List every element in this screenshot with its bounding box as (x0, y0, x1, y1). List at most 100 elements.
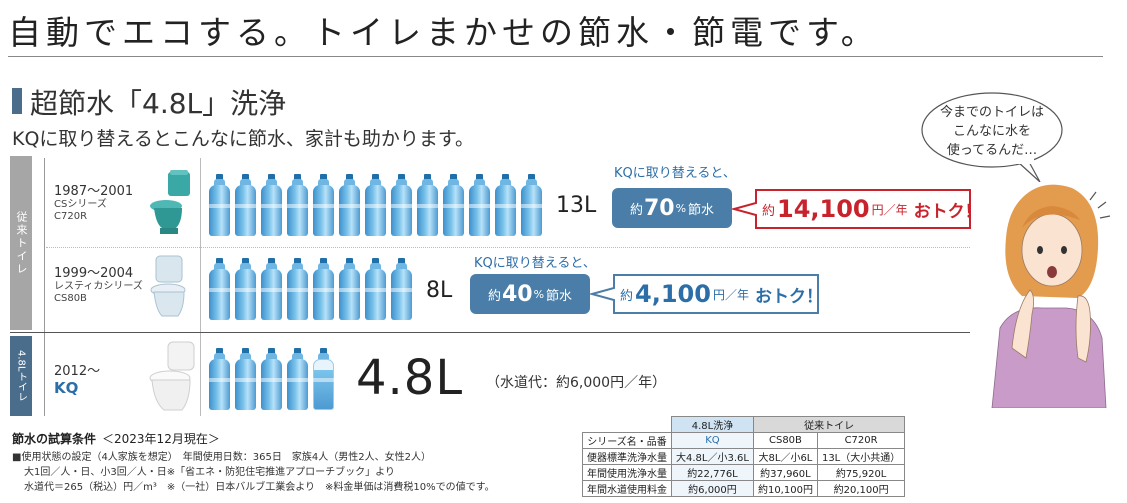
page-headline: 自動でエコする。トイレまかせの節水・節電です。 (8, 13, 879, 52)
money-deal: おトク！ (754, 286, 823, 307)
water-bottle-icon (208, 348, 231, 410)
section-title: 超節水「4.8L」洗浄 (30, 87, 287, 120)
row-model-line2: C720R (54, 211, 88, 222)
conditions-body: ■使用状態の設定（4人家族を想定） 年間使用日数：365日 家族4人（男性2人、… (12, 448, 495, 493)
table-row: 年間水道使用料金 約6,000円 約10,100円 約20,100円 (582, 480, 906, 497)
table-group-new: 4.8L洗浄 (671, 416, 754, 433)
table-cell: CS80B (752, 432, 818, 449)
table-cell: 年間水道使用料金 (582, 480, 672, 497)
speech-bubble-text: 今までのトイレは こんなに水を 使ってるんだ… (930, 104, 1054, 161)
row-separator (46, 247, 970, 248)
water-bottle-icon (208, 174, 231, 236)
savings-percent: 40 (501, 281, 533, 307)
water-bottle-icon (494, 174, 517, 236)
row-year: 1987〜2001 (54, 184, 134, 199)
water-bottle-icon (364, 258, 387, 320)
table-row: 便器標準洗浄水量 大4.8L／小3.6L 大8L／小6L 13L（大小共通） (582, 448, 906, 465)
callout-red-frame (732, 189, 971, 229)
water-bottle-icon (390, 258, 413, 320)
row-label-cs80b: 1999〜2004 レスティカシリーズ CS80B (54, 262, 143, 305)
surprised-woman-illustration (991, 184, 1111, 408)
row-model-line1: レスティカシリーズ (54, 281, 143, 292)
water-bottle-icon (468, 174, 491, 236)
table-cell: C720R (816, 432, 906, 449)
table-cell (583, 417, 672, 433)
table-cell: 約20,100円 (816, 480, 906, 497)
water-bottle-icon (442, 174, 465, 236)
table-cell: 年間使用洗浄水量 (582, 464, 672, 481)
water-bottle-icon (520, 174, 543, 236)
row-label-cs: 1987〜2001 CSシリーズ C720R (54, 180, 133, 223)
money-prefix: 約 (762, 203, 776, 219)
savings-note-2: KQに取り替えると、 (474, 256, 596, 271)
water-bottle-icon (260, 258, 283, 320)
callout-savings-4100: 約 4,100 円／年 おトク！ (606, 277, 823, 311)
table-row: 年間使用洗浄水量 約22,776L 約37,960L 約75,920L (582, 464, 906, 481)
table-cell: 大4.8L／小3.6L (671, 448, 754, 465)
bottle-row-4-8l (208, 348, 335, 410)
bottle-row-13l (208, 174, 543, 236)
volume-13l: 13L (556, 193, 597, 218)
table-cell: シリーズ名・品番 (582, 432, 672, 449)
kq-model-name: KQ (54, 379, 79, 397)
group-separator (10, 332, 970, 333)
water-bottle-icon (234, 258, 257, 320)
money-prefix: 約 (620, 288, 634, 304)
money-deal: おトク！ (913, 201, 982, 222)
savings-suffix: 節水 (688, 202, 715, 218)
savings-note-1: KQに取り替えると、 (614, 166, 736, 181)
volume-4-8l: 4.8L (356, 350, 464, 406)
table-cell: 約22,776L (671, 464, 754, 481)
spec-table: 4.8L洗浄 従来トイレ シリーズ名・品番 KQ CS80B C720R 便器標… (582, 416, 906, 497)
toilet-kq-icon (149, 341, 195, 411)
row-year: 1999〜2004 (54, 266, 134, 281)
water-bottle-icon (312, 348, 335, 410)
kq-water-cost: （水道代：約6,000円／年） (486, 375, 667, 391)
savings-suffix: 節水 (546, 288, 573, 304)
toilet-cs-icon (150, 170, 190, 234)
water-bottle-icon (338, 258, 361, 320)
speech-line-1: 今までのトイレは (939, 105, 1044, 120)
table-cell: KQ (671, 432, 754, 449)
water-bottle-icon (234, 348, 257, 410)
water-bottle-icon (208, 258, 231, 320)
speech-bubble-icon (921, 92, 1063, 182)
water-bottle-icon (286, 348, 309, 410)
water-bottle-icon (312, 258, 335, 320)
table-cell: 約37,960L (752, 464, 818, 481)
new-toilet-tab: 4.8Lトイレ (10, 336, 32, 416)
conditions-line: 大1回／人・日、小3回／人・日※「省エネ・防犯住宅推進アプローチブック」より (24, 467, 395, 478)
money-unit: 円／年 (871, 202, 908, 217)
table-group-old: 従来トイレ (752, 416, 906, 433)
water-bottle-icon (312, 174, 335, 236)
savings-prefix: 約 (487, 288, 501, 304)
water-bottle-icon (338, 174, 361, 236)
conditions-heading: 節水の試算条件 (12, 432, 97, 446)
table-cell: 13L（大小共通） (816, 448, 906, 465)
column-divider (44, 158, 45, 416)
conditions-line: 水道代＝265（税込）円／m³ ※（一社）日本バルブ工業会より ※料金単価は消費… (24, 482, 495, 493)
row-label-kq: 2012〜 KQ (54, 360, 100, 397)
table-cell: 便器標準洗浄水量 (582, 448, 672, 465)
speech-line-2: こんなに水を (952, 123, 1031, 139)
conditions-title: 節水の試算条件 ＜2023年12月現在＞ (12, 430, 220, 447)
water-bottle-icon (234, 174, 257, 236)
water-bottle-icon (390, 174, 413, 236)
row-year: 2012〜 (54, 364, 101, 379)
money-unit: 円／年 (712, 287, 749, 302)
water-bottle-icon (286, 174, 309, 236)
speech-line-3: 使ってるんだ… (946, 142, 1038, 158)
headline-rule (8, 56, 1103, 57)
conditions-line: ■使用状態の設定（4人家族を想定） 年間使用日数：365日 家族4人（男性2人、… (12, 452, 431, 463)
section-subtitle: KQに取り替えるとこんなに節水、家計も助かります。 (12, 128, 474, 150)
volume-8l: 8L (426, 278, 453, 303)
money-amount: 4,100 (635, 280, 711, 308)
legacy-toilet-tab: 従来トイレ (10, 156, 32, 330)
conditions-date: ＜2023年12月現在＞ (102, 432, 220, 446)
row-model-line1: CSシリーズ (54, 199, 107, 210)
savings-pill-70: 約 70 % 節水 (612, 188, 732, 228)
savings-unit: % (533, 287, 545, 301)
table-cell: 大8L／小6L (752, 448, 818, 465)
section-marker (12, 88, 22, 114)
water-bottle-icon (286, 258, 309, 320)
